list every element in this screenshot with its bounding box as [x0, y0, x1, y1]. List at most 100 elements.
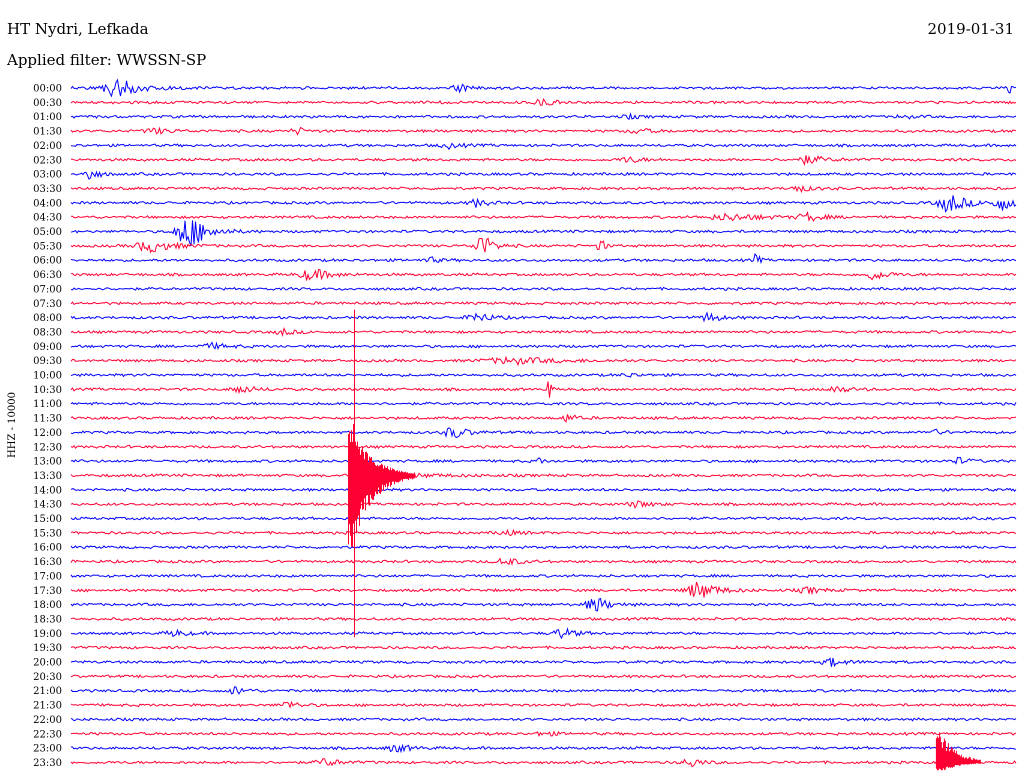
trace-row-0300 — [70, 170, 1017, 180]
tick-label: 01:30 — [33, 127, 62, 138]
tick-label: 15:00 — [33, 514, 62, 525]
trace-row-0130 — [70, 126, 1017, 136]
tick-label: 23:30 — [33, 758, 62, 769]
trace-row-2230 — [70, 730, 1017, 737]
y-axis-label: HHZ - 10000 — [7, 392, 18, 458]
trace-row-2100 — [70, 686, 1017, 695]
trace-row-0330 — [70, 184, 1017, 194]
tick-label: 14:00 — [33, 485, 62, 496]
tick-label: 11:00 — [33, 399, 62, 410]
tick-label: 05:00 — [33, 227, 62, 238]
trace-row-1930 — [70, 645, 1017, 650]
trace-row-1530 — [70, 528, 1017, 537]
tick-label: 05:30 — [33, 241, 62, 252]
trace-row-0100 — [70, 112, 1017, 121]
tick-label: 06:00 — [33, 256, 62, 267]
tick-label: 13:30 — [33, 471, 62, 482]
trace-row-1300 — [70, 456, 1017, 465]
tick-label: 08:00 — [33, 313, 62, 324]
trace-row-1600 — [70, 544, 1017, 550]
trace-row-0500 — [70, 220, 1017, 247]
trace-row-2000 — [70, 657, 1017, 668]
tick-label: 18:00 — [33, 600, 62, 611]
trace-row-0930 — [70, 355, 1017, 367]
station-title: HT Nydri, Lefkada — [7, 20, 149, 38]
trace-row-1500 — [70, 516, 1017, 521]
trace-row-1030 — [70, 381, 1017, 398]
trace-row-0400 — [70, 195, 1017, 213]
major-event-trace — [348, 309, 415, 638]
trace-row-0230 — [70, 155, 1017, 167]
trace-row-2030 — [70, 673, 1017, 679]
trace-row-1330 — [70, 470, 1017, 480]
trace-row-1230 — [70, 444, 1017, 450]
tick-label: 19:30 — [33, 643, 62, 654]
tick-label: 16:30 — [33, 557, 62, 568]
trace-row-0200 — [70, 142, 1017, 151]
trace-row-1730 — [70, 581, 1017, 598]
tick-label: 22:30 — [33, 729, 62, 740]
trace-row-2200 — [70, 717, 1017, 722]
tick-label: 02:00 — [33, 141, 62, 152]
tick-label: 06:30 — [33, 270, 62, 281]
tick-label: 17:00 — [33, 571, 62, 582]
trace-row-0730 — [70, 301, 1017, 306]
tick-label: 10:00 — [33, 371, 62, 382]
tick-label: 19:00 — [33, 629, 62, 640]
tick-label: 03:00 — [33, 170, 62, 181]
trace-row-0530 — [70, 237, 1017, 254]
tick-label: 11:30 — [33, 414, 62, 425]
tick-label: 18:30 — [33, 614, 62, 625]
trace-row-0600 — [70, 253, 1017, 265]
trace-row-1000 — [70, 372, 1017, 378]
tick-label: 01:00 — [33, 112, 62, 123]
trace-row-1430 — [70, 500, 1017, 509]
tick-label: 10:30 — [33, 385, 62, 396]
filter-label: Applied filter: WWSSN-SP — [7, 51, 207, 69]
tick-label: 20:30 — [33, 672, 62, 683]
tick-label-group: 00:00 00:30 01:00 01:30 02:00 02:30 03:00 03:30… — [33, 84, 62, 769]
trace-row-2300 — [70, 743, 1017, 754]
tick-label: 12:30 — [33, 442, 62, 453]
trace-row-0430 — [70, 210, 1017, 222]
trace-row-1700 — [70, 573, 1017, 579]
trace-row-1130 — [70, 414, 1017, 423]
trace-row-2130 — [70, 700, 1017, 709]
tick-label: 13:00 — [33, 457, 62, 468]
tick-label: 09:00 — [33, 342, 62, 353]
tick-label: 07:00 — [33, 284, 62, 295]
tick-label: 22:00 — [33, 715, 62, 726]
tick-label: 16:00 — [33, 543, 62, 554]
tick-label: 14:30 — [33, 500, 62, 511]
trace-row-1200 — [70, 427, 1017, 439]
trace-row-0830 — [70, 326, 1017, 338]
tick-label: 00:00 — [33, 84, 62, 95]
tick-label: 17:30 — [33, 586, 62, 597]
trace-row-1830 — [70, 616, 1017, 622]
tick-label: 04:30 — [33, 213, 62, 224]
tick-label: 23:00 — [33, 744, 62, 755]
trace-row-1630 — [70, 557, 1017, 566]
tick-label: 21:00 — [33, 686, 62, 697]
tick-label: 15:30 — [33, 528, 62, 539]
tick-label: 00:30 — [33, 98, 62, 109]
trace-row-1100 — [70, 401, 1017, 406]
trace-row-0030 — [70, 97, 1017, 106]
trace-row-1400 — [70, 487, 1017, 493]
trace-row-0800 — [70, 311, 1017, 323]
trace-group — [70, 78, 1017, 771]
tick-label: 08:30 — [33, 327, 62, 338]
trace-row-0630 — [70, 269, 1017, 281]
tick-label: 20:00 — [33, 658, 62, 669]
trace-row-0900 — [70, 341, 1017, 351]
trace-row-1900 — [70, 627, 1017, 640]
late-event-trace — [935, 732, 981, 771]
date-label: 2019-01-31 — [927, 20, 1014, 38]
tick-label: 02:30 — [33, 155, 62, 166]
tick-label: 04:00 — [33, 198, 62, 209]
tick-label: 03:30 — [33, 184, 62, 195]
trace-row-2330 — [70, 758, 1017, 768]
tick-label: 12:00 — [33, 428, 62, 439]
tick-label: 07:30 — [33, 299, 62, 310]
